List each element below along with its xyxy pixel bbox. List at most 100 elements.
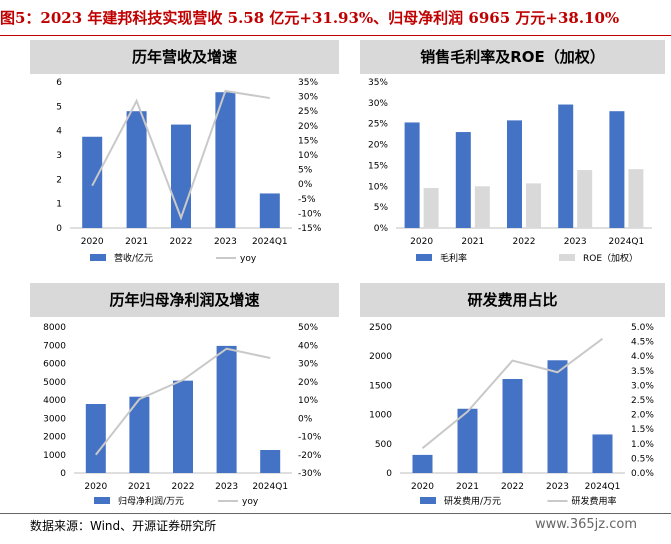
x-tick-label: 2023	[215, 482, 238, 492]
bar	[404, 122, 420, 228]
legend-label: yoy	[240, 254, 257, 264]
x-tick-label: 2021	[128, 482, 151, 492]
bar	[526, 183, 541, 228]
y-left-tick-label: 30%	[368, 99, 388, 109]
legend-label: 研发费用/万元	[444, 495, 501, 507]
y-right-tick-label: -10%	[298, 209, 322, 219]
x-tick-label: 2022	[170, 237, 193, 247]
y-left-tick-label: 6	[56, 78, 62, 88]
legend-swatch	[90, 254, 106, 261]
bar	[412, 454, 433, 473]
bar	[577, 170, 593, 228]
bar	[423, 187, 439, 228]
rd-expense-chart: 0 500 1000 1500 2000 2500 0.0% 0.5% 1.0% 1.5% 2.0%…	[369, 323, 654, 507]
y-left-tick-label: 4000	[43, 396, 66, 406]
y-right-tick-label: 25%	[298, 107, 318, 117]
x-tick-label: 2022	[172, 482, 195, 492]
y-right-tick-label: 5.0%	[631, 323, 654, 333]
y-right-tick-label: 40%	[298, 341, 318, 351]
y-left-tick-label: 1000	[43, 451, 66, 461]
bar	[129, 396, 150, 473]
bar	[592, 434, 613, 473]
y-left-tick-label: 5000	[43, 378, 66, 388]
legend-label: 毛利率	[440, 252, 467, 264]
bar	[173, 380, 193, 473]
bar	[82, 136, 103, 228]
legend-swatch	[420, 497, 436, 504]
bar	[628, 169, 644, 228]
y-left-tick-label: 7000	[43, 341, 66, 351]
y-right-tick-label: 3.5%	[631, 367, 654, 377]
y-left-tick-label: 2500	[369, 323, 392, 333]
x-tick-label: 2020	[81, 237, 104, 247]
y-left-tick-label: 0	[56, 224, 62, 234]
x-tick-label: 2020	[410, 237, 433, 247]
bar	[260, 450, 281, 473]
margin-roe-chart: 0% 5% 10% 15% 20% 25% 30% 35% 2020 2021 2022 2023 20…	[368, 78, 652, 264]
y-right-tick-label: 2.5%	[631, 396, 654, 406]
y-left-tick-label: 0	[60, 469, 66, 479]
x-tick-label: 2021	[461, 237, 484, 247]
x-tick-label: 2023	[546, 482, 569, 492]
y-left-tick-label: 2	[56, 175, 62, 185]
x-tick-label: 2024Q1	[252, 482, 288, 492]
y-right-tick-label: 1.5%	[631, 425, 654, 435]
y-left-tick-label: 1500	[369, 381, 392, 391]
y-left-tick-label: 1000	[369, 411, 392, 421]
series-line	[421, 337, 604, 449]
y-left-tick-label: 35%	[368, 78, 388, 88]
y-left-tick-label: 2000	[43, 433, 66, 443]
revenue-panel-title: 历年营收及增速	[30, 40, 339, 74]
y-right-tick-label: 0.5%	[631, 454, 654, 464]
legend-label: yoy	[242, 497, 259, 507]
bar	[457, 408, 478, 473]
bar	[215, 92, 236, 228]
y-right-tick-label: 15%	[298, 136, 318, 146]
source-note: 数据来源：Wind、开源证券研究所	[30, 519, 217, 533]
y-left-tick-label: 0%	[374, 224, 389, 234]
x-tick-label: 2020	[84, 482, 107, 492]
bar	[547, 360, 568, 473]
y-right-tick-label: -30%	[298, 469, 322, 479]
y-right-tick-label: 50%	[298, 323, 318, 333]
x-tick-label: 2023	[564, 237, 587, 247]
series-line	[91, 89, 270, 221]
bar	[474, 186, 490, 228]
bar	[455, 132, 471, 228]
x-tick-label: 2022	[513, 237, 536, 247]
y-left-tick-label: 3000	[43, 414, 66, 424]
y-left-tick-label: 1	[56, 200, 62, 210]
x-tick-label: 2020	[411, 482, 434, 492]
legend-label: 营收/亿元	[114, 252, 153, 264]
bar	[507, 120, 522, 228]
bar	[85, 404, 106, 473]
margin-roe-panel-title: 销售毛利率及ROE（加权）	[360, 40, 665, 74]
y-left-tick-label: 25%	[368, 120, 388, 130]
rd-expense-panel-title: 研发费用占比	[360, 283, 665, 317]
net-profit-panel-title: 历年归母净利润及增速	[30, 283, 339, 317]
bar	[609, 111, 625, 228]
bar	[126, 111, 147, 228]
y-left-tick-label: 5	[56, 102, 62, 112]
revenue-panel: 历年营收及增速 0 1 2 3 4 5 6 -15% -10% -5% 0% 5% 10% 15% 20% 2…	[30, 40, 339, 275]
legend-label: 研发费用率	[572, 495, 617, 507]
x-tick-label: 2021	[125, 237, 148, 247]
legend-swatch	[559, 254, 575, 261]
y-right-tick-label: 3.0%	[631, 381, 654, 391]
y-left-tick-label: 10%	[368, 182, 388, 192]
x-tick-label: 2021	[456, 482, 479, 492]
y-right-tick-label: 30%	[298, 93, 318, 103]
bar	[216, 345, 237, 473]
legend-swatch	[94, 497, 110, 504]
x-tick-label: 2023	[214, 237, 237, 247]
watermark: www.365jz.com	[535, 517, 637, 532]
revenue-chart: 0 1 2 3 4 5 6 -15% -10% -5% 0% 5% 10% 15% 20% 25% 30% 35%…	[56, 78, 322, 264]
net-profit-panel: 历年归母净利润及增速 0 1000 2000 3000 4000 5000 6000 7000…	[30, 283, 339, 508]
figure-title: 图5：2023 年建邦科技实现营收 5.58 亿元+31.93%、归母净利润 6…	[0, 9, 620, 27]
y-right-tick-label: 20%	[298, 378, 318, 388]
x-tick-label: 2024Q1	[585, 482, 621, 492]
rd-expense-panel: 研发费用占比 0 500 1000 1500 2000 2500 0.0% 0.5% 1.0% 1…	[360, 283, 665, 508]
legend-swatch	[416, 254, 432, 261]
y-right-tick-label: 4.5%	[631, 338, 654, 348]
series-line	[95, 347, 271, 456]
